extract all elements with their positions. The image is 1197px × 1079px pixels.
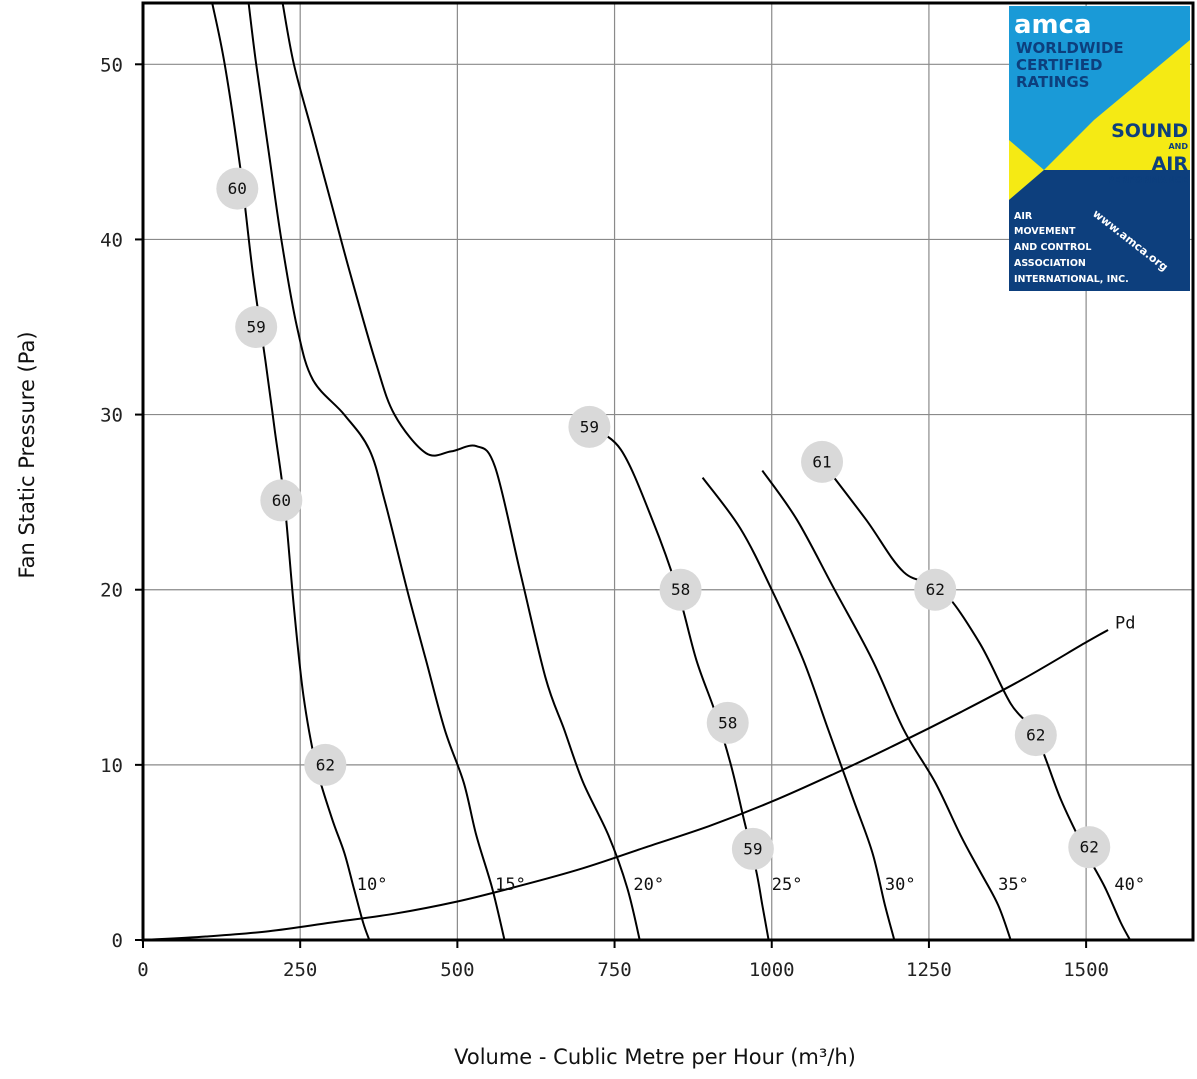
y-tick-label: 10	[100, 755, 123, 777]
x-tick-label: 500	[440, 959, 474, 981]
logo-org1: AIR	[1014, 211, 1033, 222]
curve-30	[701, 477, 896, 941]
logo-air: AIR	[1152, 153, 1189, 175]
sound-rating-badge: 60	[260, 479, 303, 522]
curve-15	[247, 2, 506, 941]
logo-performance: PERFORMANCE	[1107, 175, 1188, 186]
y-tick-label: 20	[100, 580, 123, 602]
sound-rating-badge: 58	[706, 701, 749, 744]
logo-sound: SOUND	[1111, 120, 1188, 142]
badge-value: 62	[316, 755, 335, 774]
angle-labels: 10° 15° 20° 25° 30° 35° 40° Pd	[357, 613, 1145, 895]
ticks: 0 250 500 750 1000 1250 1500 0 10 20 30 40 50	[100, 54, 1109, 981]
badge-value: 58	[671, 580, 690, 599]
badge-value: 60	[228, 179, 247, 198]
logo-org2: MOVEMENT	[1014, 226, 1076, 237]
badge-circle	[260, 479, 303, 522]
logo-org3: AND CONTROL	[1014, 242, 1091, 253]
sound-rating-badge: 59	[731, 827, 774, 870]
badge-value: 59	[247, 318, 266, 337]
curve-label-30: 30°	[885, 875, 916, 895]
logo-and: AND	[1168, 142, 1188, 151]
x-tick-label: 750	[597, 959, 631, 981]
curve-20	[281, 2, 641, 941]
x-tick-label: 1250	[906, 959, 952, 981]
badge-circle	[706, 701, 749, 744]
y-tick-label: 30	[100, 405, 123, 427]
x-tick-label: 1000	[749, 959, 795, 981]
x-tick-label: 1500	[1063, 959, 1109, 981]
curve-label-10: 10°	[357, 875, 388, 895]
x-tick-label: 250	[283, 959, 317, 981]
badge-circle	[801, 440, 844, 483]
sound-rating-badge: 59	[568, 405, 611, 448]
badge-circle	[731, 827, 774, 870]
logo-brand: amca	[1014, 10, 1092, 40]
badge-value: 62	[1026, 726, 1045, 745]
sound-rating-badge: 62	[1068, 826, 1111, 869]
x-axis-title: Volume - Cublic Metre per Hour (m³/h)	[454, 1045, 856, 1069]
sound-badges: 60 59 60 62 59 58 58 59 61 62 62 62	[216, 167, 1111, 870]
y-axis-title: Fan Static Pressure (Pa)	[15, 331, 39, 578]
sound-rating-badge: 62	[1014, 714, 1057, 757]
badge-value: 62	[926, 580, 945, 599]
x-tick-label: 0	[137, 959, 148, 981]
amca-logo: amca WORLDWIDE CERTIFIED RATINGS SOUND A…	[1009, 6, 1190, 291]
curve-label-35: 35°	[998, 875, 1029, 895]
curve-40	[821, 461, 1131, 941]
logo-org5: INTERNATIONAL, INC.	[1014, 274, 1129, 285]
curve-label-20: 20°	[633, 875, 664, 895]
curve-10	[211, 2, 371, 941]
sound-rating-badge: 59	[235, 306, 278, 349]
sound-rating-badge: 60	[216, 167, 259, 210]
logo-line3: RATINGS	[1016, 73, 1089, 91]
curve-Pd	[142, 629, 1109, 941]
badge-value: 61	[812, 452, 831, 471]
curve-35	[761, 470, 1012, 941]
y-tick-label: 0	[112, 930, 123, 952]
badge-value: 60	[272, 491, 291, 510]
logo-line2: CERTIFIED	[1016, 56, 1102, 74]
badge-circle	[235, 306, 278, 349]
badge-circle	[914, 568, 957, 611]
curve-label-15: 15°	[495, 875, 526, 895]
curves	[142, 2, 1131, 941]
sound-rating-badge: 58	[659, 568, 702, 611]
plot-frame	[141, 1, 1195, 942]
y-tick-label: 40	[100, 229, 123, 251]
badge-value: 59	[580, 417, 599, 436]
badge-value: 62	[1080, 838, 1099, 857]
badge-value: 59	[743, 839, 762, 858]
badge-value: 58	[718, 713, 737, 732]
badge-circle	[1014, 714, 1057, 757]
sound-rating-badge: 62	[304, 743, 347, 786]
curve-label-Pd: Pd	[1115, 613, 1135, 633]
badge-circle	[568, 405, 611, 448]
curve-label-40: 40°	[1114, 875, 1145, 895]
curve-label-25: 25°	[772, 875, 803, 895]
badge-circle	[216, 167, 259, 210]
sound-rating-badge: 62	[914, 568, 957, 611]
logo-org4: ASSOCIATION	[1014, 258, 1086, 269]
logo-line1: WORLDWIDE	[1016, 39, 1124, 57]
y-tick-label: 50	[100, 54, 123, 76]
sound-rating-badge: 61	[801, 440, 844, 483]
badge-circle	[1068, 826, 1111, 869]
badge-circle	[304, 743, 347, 786]
badge-circle	[659, 568, 702, 611]
